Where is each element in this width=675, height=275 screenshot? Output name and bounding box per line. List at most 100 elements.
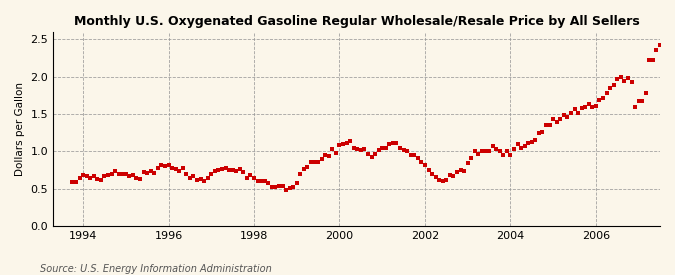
Point [544, 123, 555, 128]
Point [384, 141, 395, 146]
Point [566, 111, 576, 115]
Point [591, 104, 601, 108]
Point [348, 145, 359, 150]
Point [110, 169, 121, 173]
Point [466, 156, 477, 160]
Point [484, 149, 495, 153]
Point [523, 141, 534, 145]
Point [120, 172, 131, 176]
Point [469, 149, 480, 153]
Point [637, 99, 647, 103]
Point [74, 176, 85, 181]
Point [223, 167, 234, 172]
Point [462, 160, 473, 165]
Point [616, 75, 626, 79]
Point [81, 174, 92, 178]
Y-axis label: Dollars per Gallon: Dollars per Gallon [15, 82, 25, 176]
Point [298, 167, 309, 171]
Point [405, 153, 416, 157]
Point [231, 169, 242, 173]
Point [608, 82, 619, 87]
Point [651, 47, 662, 52]
Point [78, 173, 88, 177]
Point [352, 147, 362, 151]
Point [71, 180, 82, 184]
Point [569, 107, 580, 112]
Point [317, 157, 327, 161]
Point [302, 165, 313, 169]
Point [181, 172, 192, 176]
Point [548, 117, 559, 122]
Point [480, 148, 491, 153]
Point [341, 141, 352, 145]
Point [562, 115, 573, 119]
Point [420, 163, 431, 167]
Point [448, 173, 459, 178]
Point [163, 163, 174, 167]
Point [331, 151, 342, 155]
Point [555, 117, 566, 121]
Point [227, 167, 238, 172]
Point [583, 102, 594, 106]
Point [238, 170, 248, 174]
Point [658, 38, 669, 42]
Point [106, 172, 117, 176]
Point [647, 58, 658, 62]
Point [338, 142, 348, 147]
Point [334, 142, 345, 147]
Point [234, 167, 245, 172]
Point [505, 152, 516, 157]
Point [612, 76, 622, 81]
Point [99, 174, 110, 178]
Point [487, 144, 498, 148]
Point [149, 170, 160, 175]
Point [174, 169, 185, 173]
Point [391, 141, 402, 145]
Point [366, 154, 377, 159]
Point [170, 167, 181, 171]
Point [373, 147, 384, 152]
Point [113, 171, 124, 176]
Point [655, 43, 666, 48]
Point [209, 169, 220, 173]
Point [526, 140, 537, 144]
Point [277, 184, 288, 188]
Point [138, 169, 149, 174]
Point [292, 180, 302, 185]
Point [256, 178, 267, 183]
Point [530, 138, 541, 142]
Point [306, 160, 317, 164]
Point [85, 176, 96, 180]
Point [494, 149, 505, 153]
Point [220, 165, 231, 170]
Point [281, 188, 292, 192]
Point [572, 111, 583, 116]
Point [95, 178, 106, 182]
Point [498, 153, 509, 157]
Point [416, 160, 427, 164]
Point [672, 85, 675, 89]
Point [626, 79, 637, 84]
Point [131, 176, 142, 181]
Point [644, 58, 655, 63]
Point [398, 147, 409, 152]
Point [327, 147, 338, 151]
Point [117, 172, 128, 176]
Point [516, 146, 526, 150]
Point [142, 171, 153, 175]
Point [242, 175, 252, 180]
Point [284, 186, 295, 190]
Point [156, 163, 167, 167]
Point [412, 156, 423, 161]
Point [92, 177, 103, 181]
Point [576, 106, 587, 111]
Point [427, 172, 437, 177]
Point [159, 164, 170, 168]
Point [630, 104, 641, 109]
Point [217, 166, 227, 171]
Point [252, 179, 263, 183]
Point [356, 148, 367, 152]
Point [267, 185, 277, 189]
Point [362, 152, 373, 157]
Point [288, 185, 298, 189]
